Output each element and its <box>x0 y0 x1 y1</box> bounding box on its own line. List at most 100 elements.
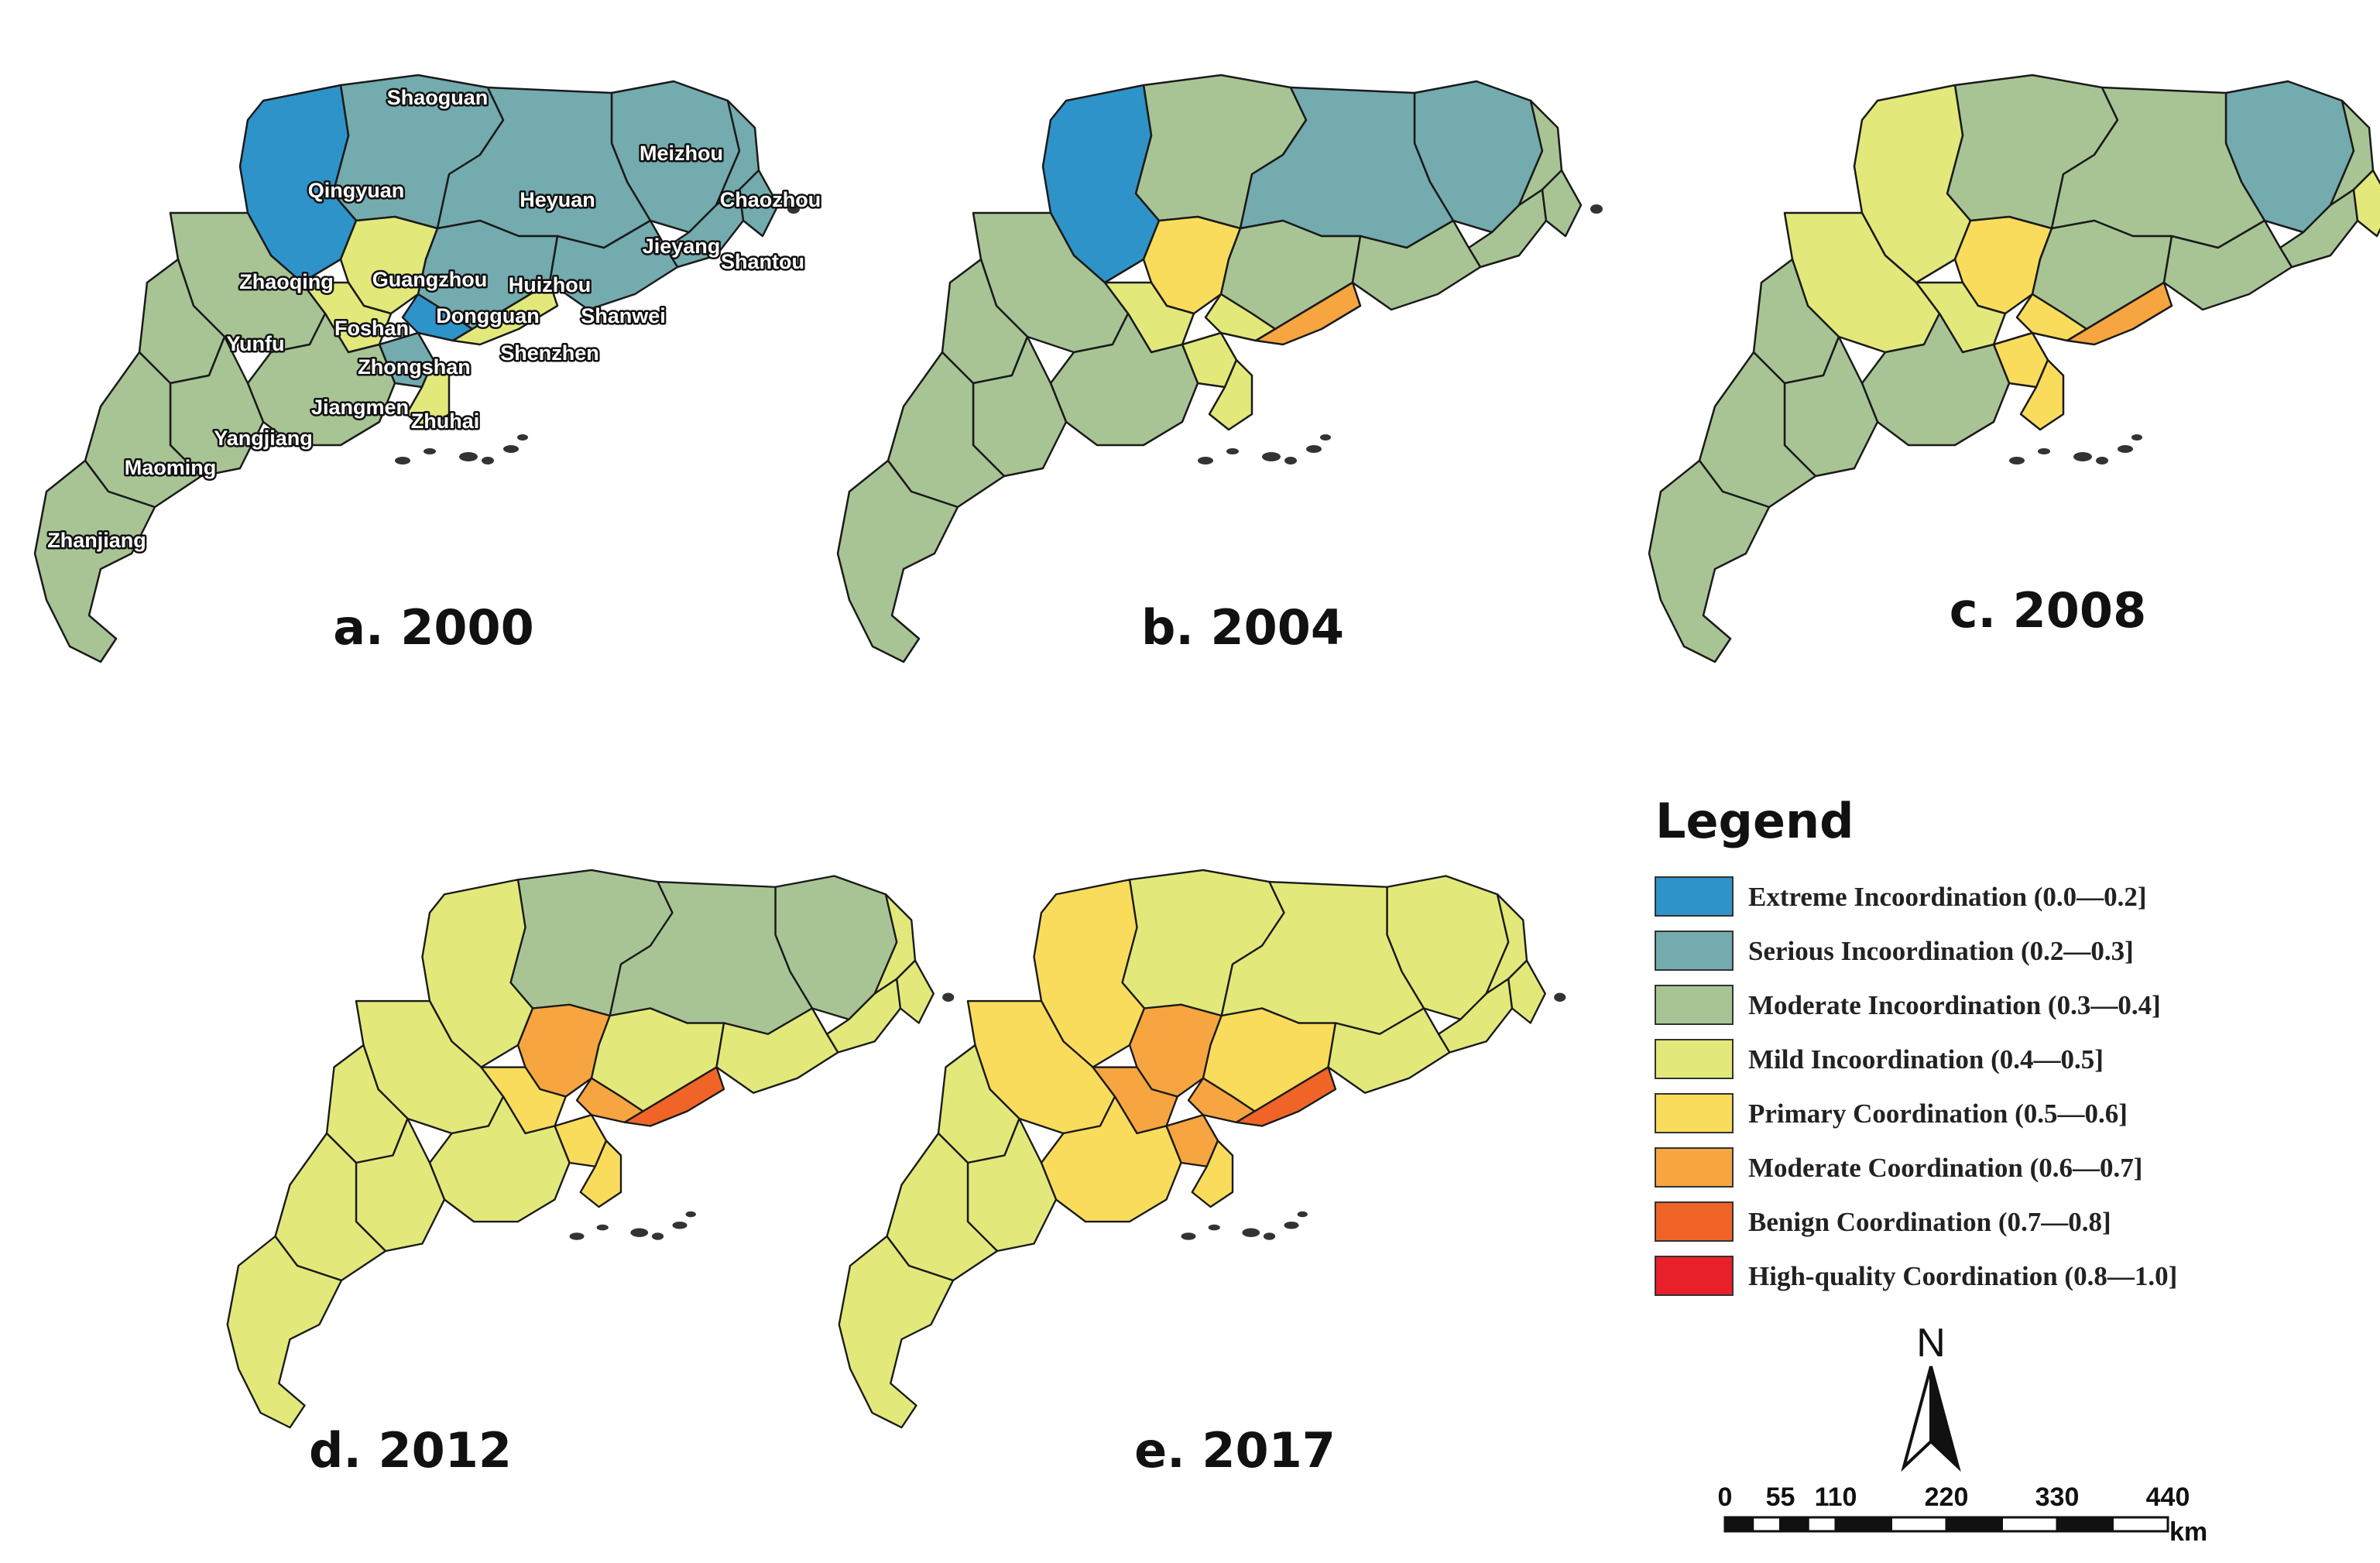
scale-tick-label: 440 <box>2146 1482 2190 1512</box>
island <box>596 1224 609 1231</box>
scale-bar: 0 55 110 220 330 440 km <box>1718 1482 2208 1547</box>
panel-title: b. 2004 <box>1141 599 1344 656</box>
island <box>1198 457 1213 464</box>
city-label-yangjiang: Yangjiang <box>214 427 313 450</box>
province-map <box>838 869 1566 1429</box>
north-arrow-right-half <box>1929 1366 1961 1472</box>
city-label-shantou: Shantou <box>721 250 804 273</box>
city-label-zhuhai: Zhuhai <box>411 410 480 433</box>
island <box>569 1232 585 1240</box>
scale-tick-label: 0 <box>1718 1482 1733 1512</box>
legend-swatch <box>1655 1147 1734 1188</box>
region-zhuhai <box>579 1140 622 1208</box>
region-shanwei <box>2162 219 2293 311</box>
panel-title: d. 2012 <box>309 1422 512 1479</box>
region-shantou <box>738 169 780 238</box>
legend-item-moderate_coord: Moderate Coordination (0.6—0.7] <box>1655 1147 2142 1188</box>
legend-swatch <box>1655 1201 1734 1242</box>
island <box>482 457 494 464</box>
region-shenzhen <box>623 1066 725 1127</box>
legend-label: High-quality Coordination (0.8—1.0] <box>1748 1261 2177 1291</box>
scale-segment <box>1890 1516 1948 1533</box>
legend-swatch <box>1655 1039 1734 1079</box>
island <box>1554 992 1566 1002</box>
island <box>503 445 519 453</box>
legend-title: Legend <box>1655 793 1854 849</box>
city-label-qingyuan: Qingyuan <box>308 179 405 202</box>
province-map <box>1648 74 2380 663</box>
island <box>672 1222 688 1229</box>
region-zhanjiang <box>226 1235 343 1429</box>
panel-title: a. 2000 <box>333 599 534 656</box>
island <box>2073 452 2092 461</box>
map-panel-c-2008: c. 2008 <box>1648 74 2380 663</box>
island <box>2096 457 2108 464</box>
region-qingyuan <box>421 879 534 1068</box>
province-map <box>226 869 955 1429</box>
island <box>1297 1211 1308 1218</box>
city-label-zhongshan: Zhongshan <box>358 355 470 379</box>
legend-label: Extreme Incoordination (0.0—0.2] <box>1748 882 2147 912</box>
island <box>459 452 478 461</box>
province-map: Shaoguan Qingyuan Meizhou Heyuan Chaozhou Jie… <box>33 74 823 663</box>
map-panel-e-2017: e. 2017 <box>838 869 1566 1479</box>
scale-segment <box>1834 1516 1892 1533</box>
city-label-jieyang: Jieyang <box>643 235 721 258</box>
scale-tick-label: 220 <box>1925 1482 1969 1512</box>
city-label-shaoguan: Shaoguan <box>387 86 489 109</box>
island <box>1284 1222 1299 1229</box>
city-label-jiangmen: Jiangmen <box>311 396 409 419</box>
region-zhuhai <box>2019 358 2065 431</box>
panel-title: e. 2017 <box>1134 1422 1336 1479</box>
legend-items: Extreme Incoordination (0.0—0.2] Serious … <box>1655 876 2177 1296</box>
region-shenzhen <box>1254 281 1362 346</box>
panel-title: c. 2008 <box>1950 582 2146 639</box>
region-shanwei <box>715 1007 839 1094</box>
region-zhuhai <box>1208 358 1253 431</box>
scale-tick-label: 55 <box>1766 1482 1795 1512</box>
scale-segment <box>1945 1516 2003 1533</box>
island <box>1320 434 1331 440</box>
island <box>651 1232 664 1240</box>
scale-segment <box>1751 1516 1782 1533</box>
city-label-foshan: Foshan <box>334 317 409 340</box>
legend: Legend Extreme Incoordination (0.0—0.2] S… <box>1655 793 2177 1296</box>
region-shanwei <box>1351 219 1482 311</box>
map-panel-d-2012: d. 2012 <box>226 869 955 1479</box>
city-label-heyuan: Heyuan <box>520 188 595 211</box>
region-shanwei <box>1327 1007 1451 1094</box>
legend-label: Benign Coordination (0.7—0.8] <box>1748 1207 2111 1237</box>
legend-item-benign: Benign Coordination (0.7—0.8] <box>1655 1201 2111 1242</box>
scale-tick-label: 330 <box>2035 1482 2080 1512</box>
legend-swatch <box>1655 1093 1734 1133</box>
legend-item-serious: Serious Incoordination (0.2—0.3] <box>1655 931 2134 971</box>
map-panel-b-2004: b. 2004 <box>836 74 1603 663</box>
legend-swatch <box>1655 1256 1734 1296</box>
scale-segments <box>1723 1516 2169 1533</box>
island <box>2118 445 2133 453</box>
region-shenzhen <box>2066 281 2173 346</box>
legend-swatch <box>1655 876 1734 917</box>
city-label-huizhou: Huizhou <box>509 273 591 296</box>
region-zhuhai <box>405 358 451 431</box>
scale-segment <box>2001 1516 2059 1533</box>
scale-segment <box>1806 1516 1837 1533</box>
region-qingyuan <box>238 84 358 284</box>
north-arrow-icon: N <box>1901 1321 1961 1472</box>
legend-item-mild: Mild Incoordination (0.4—0.5] <box>1655 1039 2104 1079</box>
scale-segment <box>1723 1516 1754 1533</box>
region-shenzhen <box>451 281 559 346</box>
scale-segment <box>1779 1516 1809 1533</box>
legend-item-moderate_inc: Moderate Incoordination (0.3—0.4] <box>1655 985 2161 1025</box>
island <box>1262 452 1281 461</box>
city-label-maoming: Maoming <box>125 456 217 479</box>
region-shantou <box>896 959 935 1024</box>
region-qingyuan <box>1853 84 1972 284</box>
city-label-chaozhou: Chaozhou <box>720 188 821 211</box>
scale-tick-label: 110 <box>1815 1482 1857 1512</box>
scale-unit: km <box>2169 1517 2207 1547</box>
island <box>1181 1232 1196 1240</box>
region-shanwei <box>548 219 679 311</box>
island <box>1226 448 1239 454</box>
island <box>395 457 410 464</box>
